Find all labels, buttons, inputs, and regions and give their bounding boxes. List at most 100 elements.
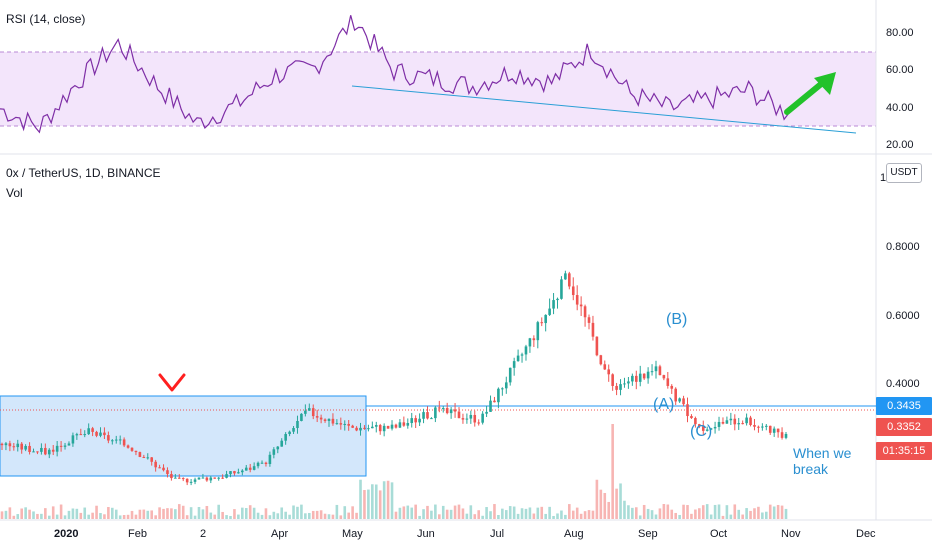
volume-bar: [461, 508, 465, 519]
candle-body: [40, 447, 43, 452]
volume-bar: [473, 514, 477, 519]
volume-bar: [690, 513, 693, 519]
rsi-line: [0, 15, 789, 134]
volume-bar: [761, 512, 764, 519]
candle-body: [331, 418, 335, 424]
candle-body: [587, 317, 591, 323]
candle-body: [311, 408, 315, 417]
volume-bar: [307, 512, 311, 519]
volume-bar: [130, 510, 134, 519]
candle-body: [469, 414, 473, 419]
candle-body: [631, 375, 634, 382]
volume-bar: [103, 514, 106, 519]
candle-body: [591, 322, 595, 337]
candle-body: [426, 412, 429, 419]
candle-body: [158, 467, 161, 469]
rsi-band: [0, 52, 876, 126]
volume-bar: [394, 511, 398, 519]
volume-bar: [363, 490, 366, 519]
volume-bar: [619, 483, 622, 519]
candle-body: [654, 366, 658, 372]
candle-body: [79, 434, 83, 436]
rsi-tick-40: 40.00: [886, 102, 914, 114]
candle-body: [83, 434, 87, 436]
volume-bar: [319, 510, 323, 519]
candle-body: [532, 338, 536, 341]
candle-body: [95, 431, 98, 436]
green-arrow[interactable]: [784, 72, 836, 115]
volume-bar: [469, 505, 473, 519]
volume-bar: [571, 510, 575, 519]
candle-body: [473, 414, 477, 423]
price-tag-countdown: 01:35:15: [876, 442, 932, 460]
annotation-note: When we break: [793, 445, 852, 477]
volume-bar: [548, 506, 551, 519]
candle-body: [556, 298, 559, 301]
candle-body: [260, 462, 264, 464]
volume-bar: [438, 514, 441, 519]
price-tick-0-8: 0.8000: [886, 241, 920, 253]
wave-label-c: (C): [690, 423, 713, 440]
volume-bar: [221, 511, 224, 519]
volume-bar: [300, 504, 303, 519]
candle-body: [666, 378, 670, 386]
candle-body: [280, 440, 284, 447]
volume-bar: [654, 514, 658, 519]
candle-body: [91, 428, 94, 432]
volume-bar: [434, 504, 437, 519]
candle-body: [564, 273, 567, 280]
candle-body: [698, 424, 701, 427]
candle-body: [355, 427, 358, 431]
red-v-marker[interactable]: [158, 373, 186, 392]
volume-bar: [611, 424, 614, 519]
candle-body: [441, 408, 445, 410]
volume-bar: [0, 511, 4, 519]
candle-body: [725, 420, 729, 424]
candle-body: [741, 423, 744, 425]
candle-body: [229, 471, 232, 475]
time-tick: 2020: [54, 528, 79, 540]
candle-body: [339, 423, 343, 425]
volume-bar: [311, 510, 315, 519]
candle-body: [189, 481, 193, 483]
price-tag-support: 0.3435: [876, 397, 932, 415]
candle-body: [118, 439, 122, 441]
candle-body: [67, 443, 71, 446]
candle-body: [524, 346, 528, 355]
candle-body: [402, 422, 406, 426]
candle-body: [418, 418, 421, 423]
main-panel: [0, 270, 876, 519]
volume-bar: [390, 482, 394, 519]
range-box[interactable]: [0, 395, 367, 477]
candle-body: [497, 388, 500, 403]
volume-bar: [670, 509, 674, 519]
volume-bar: [666, 504, 670, 519]
volume-bar: [12, 515, 16, 519]
volume-bar: [780, 505, 784, 519]
volume-bar: [374, 484, 378, 519]
volume-bar: [248, 505, 252, 519]
volume-bar: [453, 505, 457, 519]
volume-bar: [142, 509, 146, 519]
candle-body: [733, 418, 737, 425]
volume-bar: [457, 504, 461, 519]
volume-bar: [418, 515, 421, 519]
candle-body: [619, 384, 622, 390]
currency-button[interactable]: USDT: [886, 163, 922, 183]
candle-body: [701, 426, 705, 431]
candle-body: [264, 462, 268, 465]
volume-bar: [296, 506, 299, 519]
volume-bar: [359, 479, 362, 519]
volume-bar: [449, 509, 453, 519]
volume-bar: [126, 514, 130, 519]
volume-bar: [75, 508, 79, 519]
volume-bar: [174, 509, 177, 519]
volume-bar: [430, 510, 433, 519]
candle-body: [225, 474, 228, 478]
volume-bar: [8, 507, 12, 519]
rsi-trendline[interactable]: [351, 85, 857, 134]
volume-bar: [414, 504, 417, 519]
candle-body: [650, 371, 654, 373]
volume-bar: [532, 513, 536, 519]
candle-body: [465, 418, 469, 420]
